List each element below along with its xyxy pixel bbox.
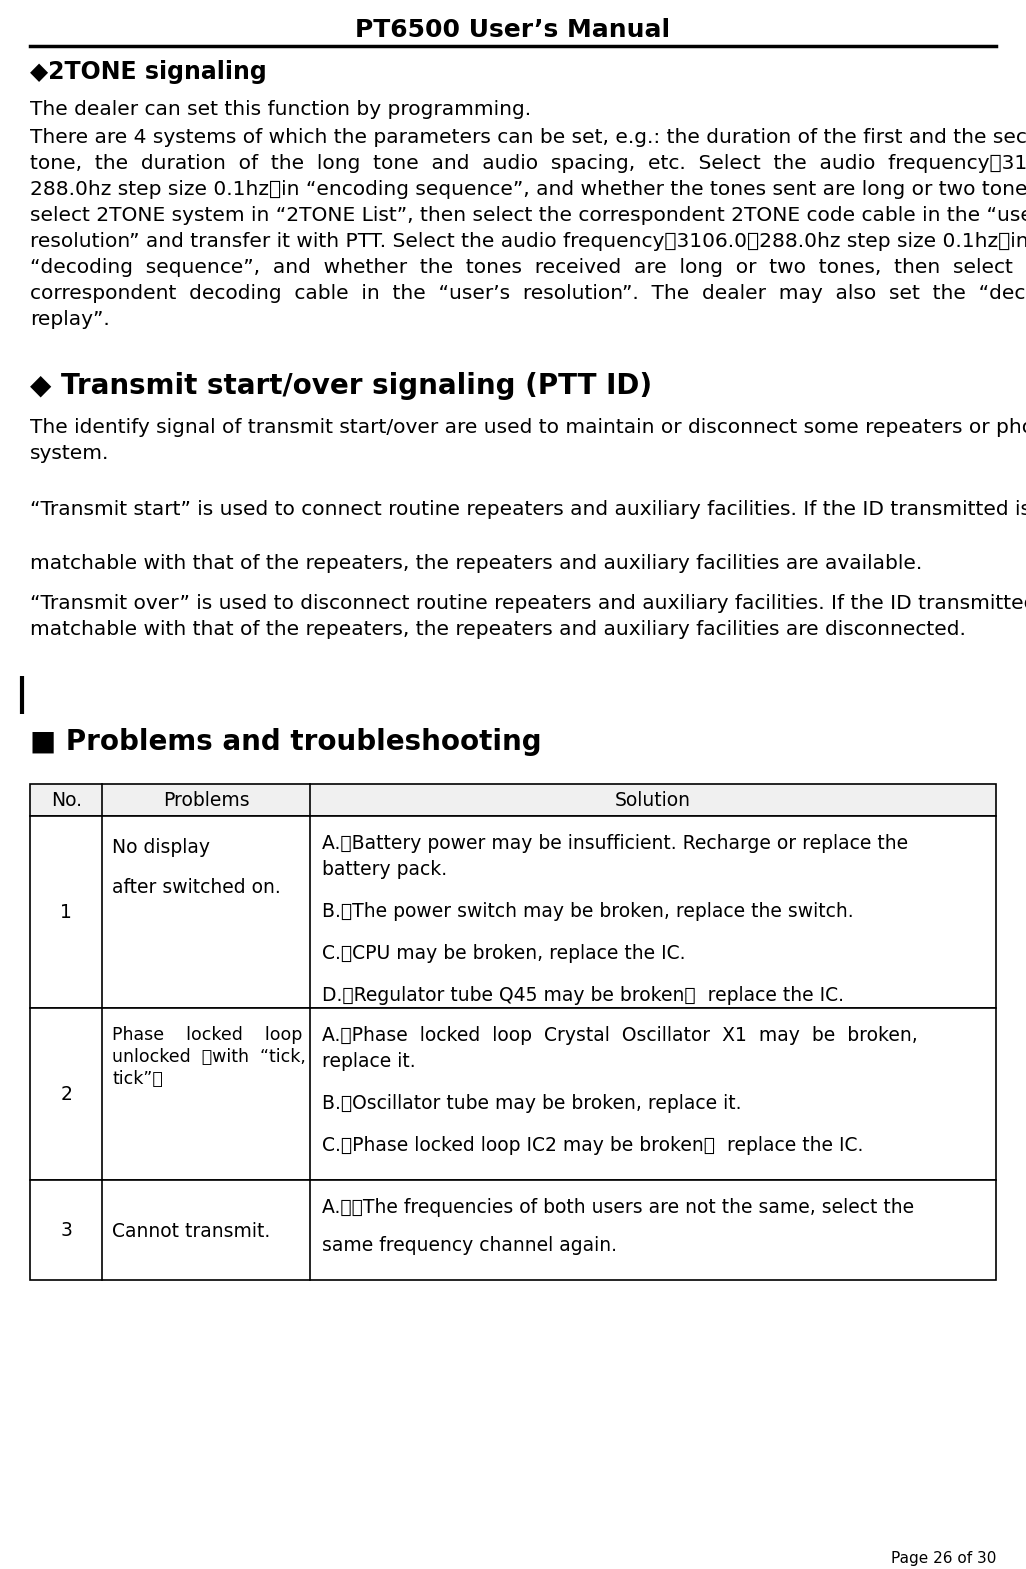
Text: B.　Oscillator tube may be broken, replace it.: B. Oscillator tube may be broken, replac… [322,1094,742,1112]
Text: Problems: Problems [163,791,249,810]
Text: A.　Battery power may be insufficient. Recharge or replace the: A. Battery power may be insufficient. Re… [322,835,908,854]
Text: The dealer can set this function by programming.: The dealer can set this function by prog… [30,100,531,119]
Text: select 2TONE system in “2TONE List”, then select the correspondent 2TONE code ca: select 2TONE system in “2TONE List”, the… [30,206,1026,224]
Text: There are 4 systems of which the parameters can be set, e.g.: the duration of th: There are 4 systems of which the paramet… [30,129,1026,147]
Text: resolution” and transfer it with PTT. Select the audio frequency（3106.0～288.0hz : resolution” and transfer it with PTT. Se… [30,232,1026,251]
Text: unlocked  （with  “tick,: unlocked （with “tick, [113,1048,307,1065]
Bar [30,784,996,816]
Text: after switched on.: after switched on. [113,879,281,897]
Text: No display: No display [113,838,210,857]
Text: Solution: Solution [615,791,692,810]
Text: B.　The power switch may be broken, replace the switch.: B. The power switch may be broken, repla… [322,902,854,921]
Text: same frequency channel again.: same frequency channel again. [322,1236,618,1255]
Text: PT6500 User’s Manual: PT6500 User’s Manual [355,17,671,42]
Text: ■ Problems and troubleshooting: ■ Problems and troubleshooting [30,728,542,756]
Text: tone,  the  duration  of  the  long  tone  and  audio  spacing,  etc.  Select  t: tone, the duration of the long tone and … [30,154,1026,173]
Text: Page 26 of 30: Page 26 of 30 [891,1552,996,1566]
Text: ◆ Transmit start/over signaling (PTT ID): ◆ Transmit start/over signaling (PTT ID) [30,372,653,400]
Text: 288.0hz step size 0.1hz）in “encoding sequence”, and whether the tones sent are l: 288.0hz step size 0.1hz）in “encoding seq… [30,180,1026,199]
Text: battery pack.: battery pack. [322,860,447,879]
Text: matchable with that of the repeaters, the repeaters and auxiliary facilities are: matchable with that of the repeaters, th… [30,554,922,573]
Bar [30,1007,996,1180]
Text: A.　Phase  locked  loop  Crystal  Oscillator  X1  may  be  broken,: A. Phase locked loop Crystal Oscillator … [322,1026,918,1045]
Text: 2: 2 [61,1084,72,1103]
Text: Cannot transmit.: Cannot transmit. [113,1222,271,1241]
Bar [30,816,996,1007]
Text: D.　Regulator tube Q45 may be broken，  replace the IC.: D. Regulator tube Q45 may be broken， rep… [322,985,844,1006]
Text: tick”）: tick”） [113,1070,163,1087]
Text: system.: system. [30,444,110,463]
Text: “Transmit over” is used to disconnect routine repeaters and auxiliary facilities: “Transmit over” is used to disconnect ro… [30,595,1026,613]
Text: correspondent  decoding  cable  in  the  “user’s  resolution”.  The  dealer  may: correspondent decoding cable in the “use… [30,284,1026,303]
Text: C.　CPU may be broken, replace the IC.: C. CPU may be broken, replace the IC. [322,945,685,963]
Text: “Transmit start” is used to connect routine repeaters and auxiliary facilities. : “Transmit start” is used to connect rout… [30,501,1026,519]
Text: replay”.: replay”. [30,311,110,329]
Text: The identify signal of transmit start/over are used to maintain or disconnect so: The identify signal of transmit start/ov… [30,417,1026,438]
Text: C.　Phase locked loop IC2 may be broken，  replace the IC.: C. Phase locked loop IC2 may be broken， … [322,1136,864,1155]
Text: matchable with that of the repeaters, the repeaters and auxiliary facilities are: matchable with that of the repeaters, th… [30,620,965,639]
Text: A.　　The frequencies of both users are not the same, select the: A. The frequencies of both users are not… [322,1199,914,1218]
Text: replace it.: replace it. [322,1051,416,1072]
Text: Phase    locked    loop: Phase locked loop [113,1026,303,1043]
Text: ◆2TONE signaling: ◆2TONE signaling [30,60,267,85]
Bar [30,1180,996,1280]
Text: 3: 3 [61,1221,72,1240]
Text: “decoding  sequence”,  and  whether  the  tones  received  are  long  or  two  t: “decoding sequence”, and whether the ton… [30,257,1026,278]
Text: 1: 1 [61,902,72,921]
Text: No.: No. [50,791,82,810]
